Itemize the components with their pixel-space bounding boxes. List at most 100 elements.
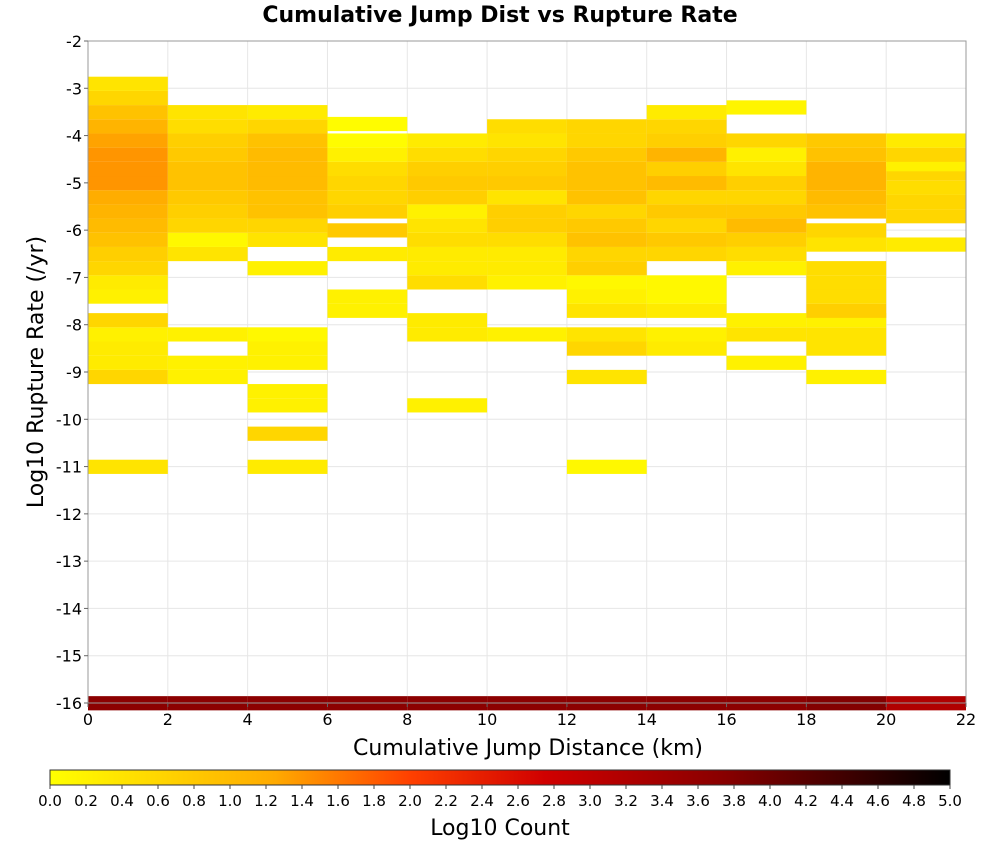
heatmap-cell <box>247 398 328 413</box>
heatmap-cell <box>167 176 248 191</box>
heatmap-cell <box>88 289 168 304</box>
heatmap-cell <box>566 147 647 162</box>
y-tick-label: -5 <box>66 174 82 193</box>
x-axis: 0 2 4 6 8 10 12 14 16 18 20 22 <box>83 703 976 729</box>
colorbar-tick-label: 3.6 <box>686 792 710 810</box>
heatmap-cell <box>167 218 248 233</box>
heatmap-cell <box>646 232 727 247</box>
heatmap-cell <box>726 355 807 370</box>
heatmap-cell <box>566 341 647 356</box>
heatmap-cell <box>806 147 887 162</box>
heatmap-cell <box>167 355 248 370</box>
heatmap-cell <box>726 190 807 205</box>
y-tick-label: -8 <box>66 316 82 335</box>
x-tick-label: 4 <box>243 710 253 729</box>
y-tick-label: -10 <box>56 410 82 429</box>
colorbar-tick-label: 4.8 <box>902 792 926 810</box>
colorbar-tick-label: 3.2 <box>614 792 638 810</box>
colorbar-label: Log10 Count <box>430 816 570 841</box>
colorbar-ticks: 0.0 0.2 0.4 0.6 0.8 1.0 1.2 1.4 1.6 1.8 2.0 2.2 2.4 2… <box>38 785 962 810</box>
colorbar-tick-label: 0.6 <box>146 792 170 810</box>
colorbar-tick-label: 0.2 <box>74 792 98 810</box>
heatmap-cell <box>566 232 647 247</box>
heatmap-cell <box>806 261 887 276</box>
heatmap-cell <box>646 303 727 318</box>
heatmap-cell <box>167 369 248 385</box>
heatmap-cell <box>167 190 248 205</box>
x-tick-label: 16 <box>716 710 736 729</box>
y-tick-label: -6 <box>66 221 82 240</box>
y-tick-label: -16 <box>56 694 82 713</box>
y-tick-label: -12 <box>56 505 82 524</box>
y-tick-label: -15 <box>56 647 82 666</box>
heatmap-cell <box>327 190 408 205</box>
heatmap-cell <box>487 232 567 247</box>
heatmap-cell <box>487 147 567 162</box>
heatmap-cell <box>88 119 168 134</box>
heatmap-cell <box>167 327 248 342</box>
heatmap-cell <box>88 246 168 262</box>
heatmap-cell <box>726 176 807 191</box>
heatmap-cell <box>646 218 727 233</box>
heatmap-cell <box>247 341 328 356</box>
heatmap-cell <box>646 204 727 219</box>
heatmap-cell <box>247 426 328 441</box>
heatmap-cell <box>167 105 248 120</box>
heatmap-cell <box>247 105 328 120</box>
heatmap-cell <box>407 261 488 276</box>
heatmap-cell <box>407 133 488 148</box>
heatmap-cell <box>566 303 647 318</box>
heatmap-cell <box>247 147 328 162</box>
heatmap-cell <box>806 176 887 191</box>
chart-title: Cumulative Jump Dist vs Rupture Rate <box>262 3 737 28</box>
colorbar-tick-label: 0.4 <box>110 792 134 810</box>
colorbar-tick-label: 2.8 <box>542 792 566 810</box>
heatmap-cell <box>566 459 647 474</box>
heatmap-cell <box>88 90 168 106</box>
y-tick-label: -2 <box>66 32 82 51</box>
heatmap-cell <box>566 275 647 290</box>
y-tick-label: -11 <box>56 458 82 477</box>
heatmap-cell <box>167 119 248 134</box>
heatmap-cell <box>88 459 168 474</box>
heatmap-cell <box>327 116 408 132</box>
heatmap-cell <box>566 246 647 262</box>
heatmap-cell <box>646 176 727 191</box>
heatmap-cell <box>167 133 248 148</box>
heatmap-cell <box>726 100 807 115</box>
heatmap-cell <box>88 261 168 276</box>
heatmap-cell <box>407 204 488 219</box>
heatmap-cell <box>247 355 328 370</box>
colorbar-tick-label: 3.8 <box>722 792 746 810</box>
colorbar-tick-label: 0.0 <box>38 792 62 810</box>
heatmap-cell <box>407 218 488 233</box>
heatmap-cell <box>487 204 567 219</box>
colorbar <box>49 769 951 786</box>
heatmap-cell <box>88 133 168 148</box>
heatmap-cell <box>167 232 248 247</box>
heatmap-cell <box>806 275 887 290</box>
heatmap-cell <box>726 204 807 219</box>
x-tick-label: 12 <box>557 710 577 729</box>
heatmap-cell <box>566 261 647 276</box>
heatmap-cell <box>806 223 887 238</box>
heatmap-cell <box>646 190 727 205</box>
heatmap-cell <box>487 176 567 191</box>
x-tick-label: 0 <box>83 710 93 729</box>
heatmap-cell <box>806 190 887 205</box>
colorbar-tick-label: 4.2 <box>794 792 818 810</box>
heatmap-cell <box>247 204 328 219</box>
heatmap-cell <box>886 147 966 162</box>
heatmap-cell <box>88 218 168 233</box>
heatmap-cell <box>806 289 887 304</box>
heatmap-cell <box>407 275 488 290</box>
heatmap-cell <box>726 313 807 328</box>
y-tick-label: -4 <box>66 127 82 146</box>
colorbar-tick-label: 2.2 <box>434 792 458 810</box>
heatmap-cell <box>726 232 807 247</box>
colorbar-tick-label: 4.0 <box>758 792 782 810</box>
heatmap-cell <box>726 147 807 162</box>
x-tick-label: 8 <box>402 710 412 729</box>
heatmap-cell <box>806 303 887 318</box>
heatmap-cell <box>88 369 168 385</box>
